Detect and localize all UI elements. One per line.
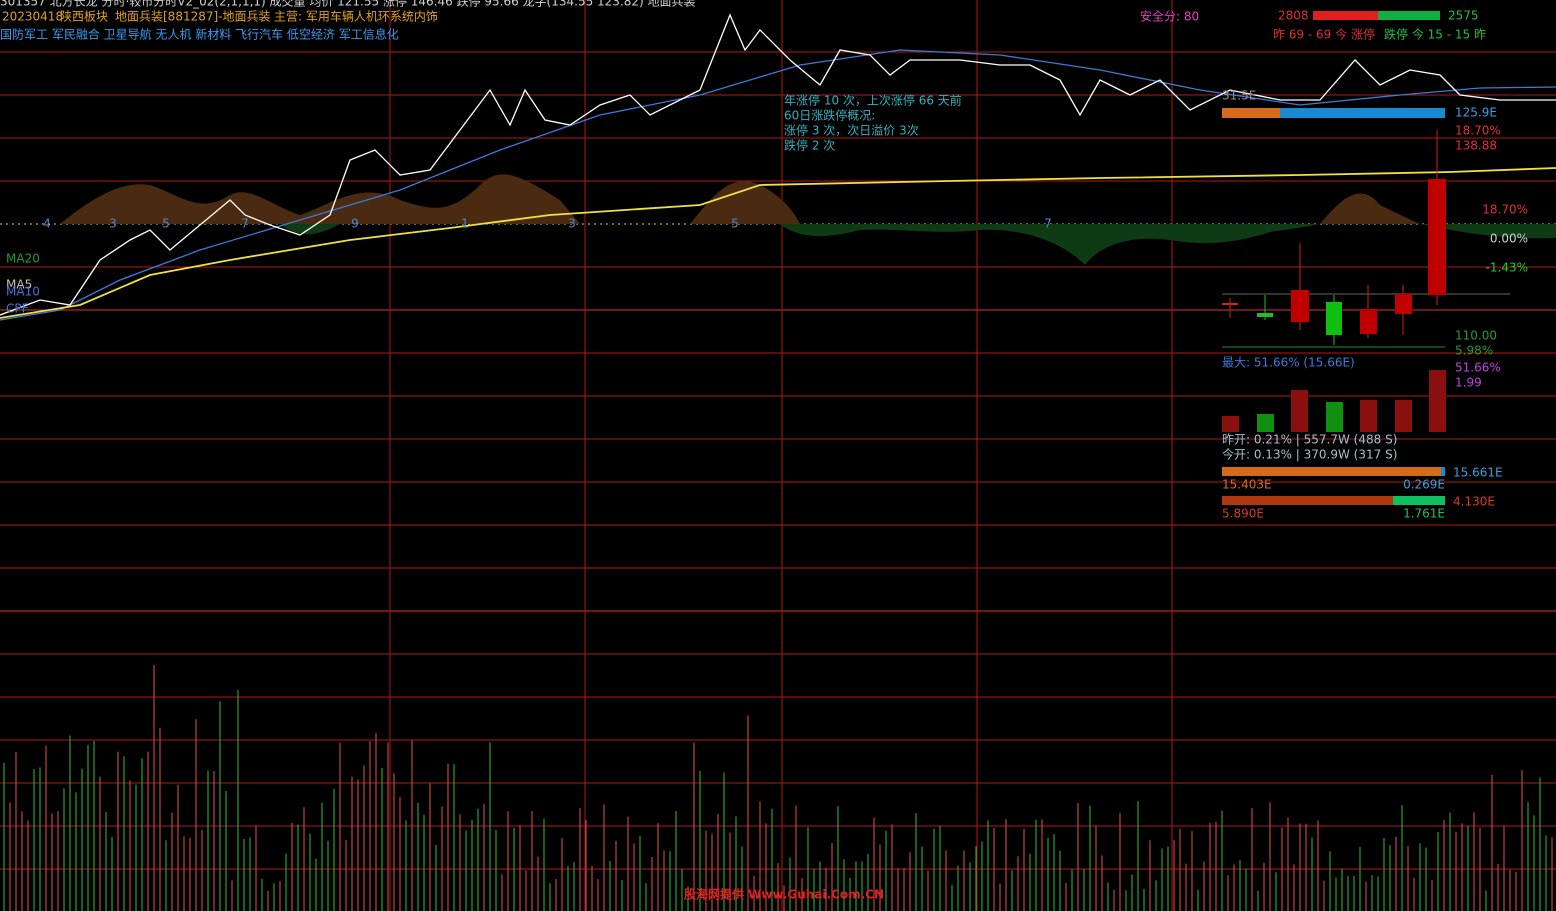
panel-text: 51.66% bbox=[1455, 361, 1501, 375]
panel-text: 最大: 51.66% (15.66E) bbox=[1222, 356, 1355, 370]
dot-label: 5 bbox=[162, 217, 170, 231]
date: 20230418 bbox=[2, 10, 63, 24]
stat: 年涨停 10 次，上次涨停 66 天前 bbox=[784, 93, 962, 108]
top-line: 301357 北方长龙 分时·较市分时V2_02(2,1,1,1) 成交量 均价… bbox=[0, 0, 696, 9]
panel-text: -1.43% bbox=[1486, 261, 1528, 275]
ma-label: CPF bbox=[6, 302, 29, 316]
industry: 地面兵装[881287]-地面兵装 bbox=[115, 10, 271, 24]
safety: 安全分: 80 bbox=[1140, 9, 1199, 24]
panel-text: 5.98% bbox=[1455, 344, 1493, 358]
panel-text: 15.403E bbox=[1222, 478, 1272, 492]
panel-text: 0.00% bbox=[1490, 232, 1528, 246]
price-line bbox=[0, 13, 1556, 316]
panel-text: 18.70% bbox=[1455, 124, 1501, 138]
dot-label: 3 bbox=[109, 217, 117, 231]
ma-label: MA10 bbox=[6, 285, 40, 299]
right-panel bbox=[1222, 108, 1510, 505]
avg-line bbox=[0, 49, 1556, 321]
business: 主营: 军用车辆人机环系统内饰 bbox=[274, 9, 438, 24]
yellow-line bbox=[0, 167, 1556, 319]
panel-text: 1.761E bbox=[1403, 507, 1445, 521]
panel-text: 5.890E bbox=[1222, 507, 1264, 521]
texts: 301357 北方长龙 分时·较市分时V2_02(2,1,1,1) 成交量 均价… bbox=[0, 0, 1528, 902]
panel-text: 今开: 0.13% | 370.9W (317 S) bbox=[1222, 447, 1397, 462]
ma-label: MA20 bbox=[6, 252, 40, 266]
down-count: 2575 bbox=[1448, 9, 1479, 23]
panel-text: 昨开: 0.21% | 557.7W (488 S) bbox=[1222, 433, 1397, 447]
limit-up: 昨 69 - 69 今 涨停 bbox=[1273, 27, 1375, 42]
dot-label: 7 bbox=[241, 217, 249, 231]
panel-text: 4.130E bbox=[1453, 495, 1495, 509]
panel-text: 110.00 bbox=[1455, 329, 1497, 343]
ma-label: MA5 bbox=[6, 278, 32, 292]
panel-text: 0.269E bbox=[1403, 478, 1445, 492]
panel-text: 18.70% bbox=[1482, 203, 1528, 217]
panel-text: 125.9E bbox=[1455, 106, 1497, 120]
dot-label: 5 bbox=[731, 217, 739, 231]
dot-label: 4 bbox=[43, 217, 51, 231]
brown-area bbox=[60, 174, 1420, 224]
green-area bbox=[280, 224, 1556, 265]
watermark: 股海网提供 Www.Guhai.Com.CN bbox=[684, 887, 884, 902]
panel-text: 1.99 bbox=[1455, 376, 1482, 390]
stat: 60日涨跌停概况: bbox=[784, 108, 875, 123]
dot-label: 9 bbox=[351, 217, 359, 231]
panel-text: 15.661E bbox=[1453, 466, 1503, 480]
dot-label: 7 bbox=[1044, 217, 1052, 231]
concepts: 国防军工 军民融合 卫星导航 无人机 新材料 飞行汽车 低空经济 军工信息化 bbox=[0, 27, 399, 42]
limit-down: 跌停 今 15 - 15 昨 bbox=[1384, 27, 1486, 42]
dot-label: 3 bbox=[568, 217, 576, 231]
panel-text: 138.88 bbox=[1455, 139, 1497, 153]
dot-label: 1 bbox=[461, 217, 469, 231]
stat: 跌停 2 次 bbox=[784, 138, 835, 153]
stat: 涨停 3 次，次日溢价 3次 bbox=[784, 123, 919, 138]
up-count: 2808 bbox=[1278, 9, 1309, 23]
volume bbox=[3, 664, 1553, 911]
panel-text: 31.5E bbox=[1222, 89, 1256, 103]
region: 陕西板块 bbox=[60, 9, 108, 24]
